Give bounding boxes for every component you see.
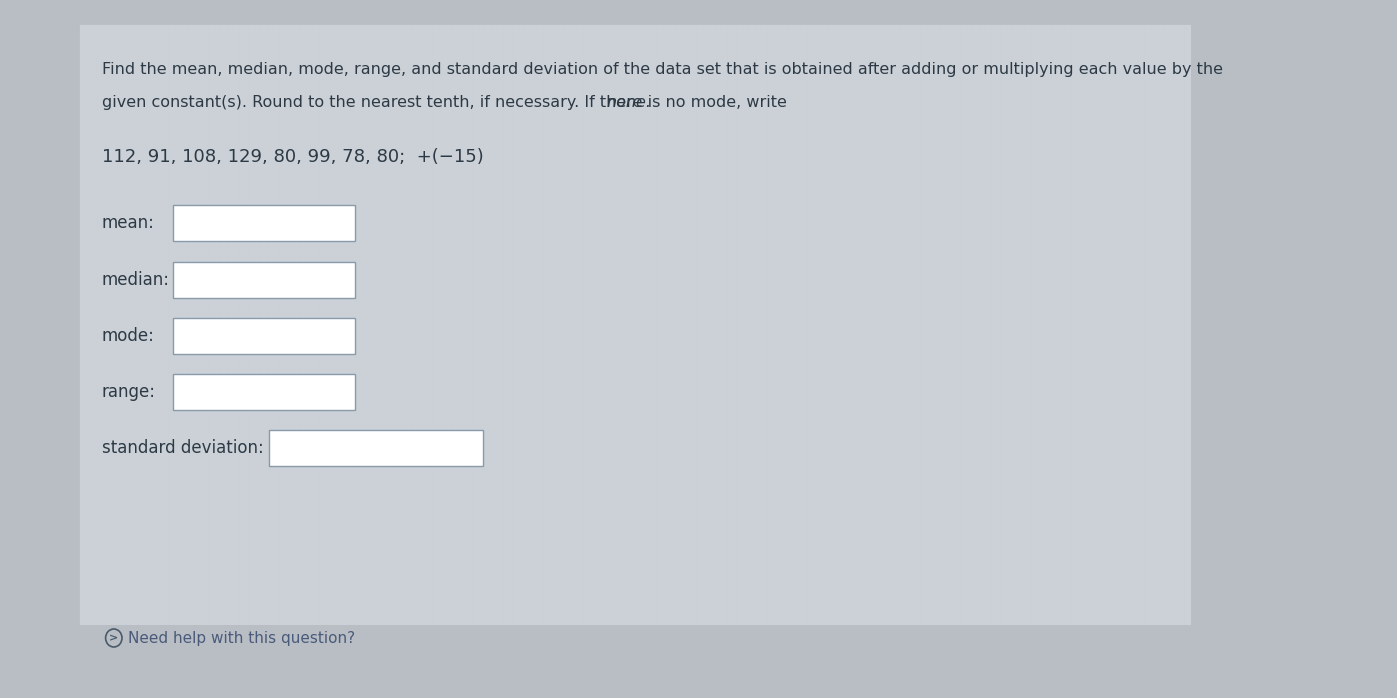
Text: given constant(s). Round to the nearest tenth, if necessary. If there is no mode: given constant(s). Round to the nearest … — [102, 95, 792, 110]
Text: 112, 91, 108, 129, 80, 99, 78, 80;  +(−15): 112, 91, 108, 129, 80, 99, 78, 80; +(−15… — [102, 148, 483, 166]
Text: range:: range: — [102, 383, 156, 401]
FancyBboxPatch shape — [80, 25, 1190, 625]
Text: mean:: mean: — [102, 214, 155, 232]
FancyBboxPatch shape — [173, 205, 355, 241]
FancyBboxPatch shape — [268, 430, 482, 466]
FancyBboxPatch shape — [173, 374, 355, 410]
FancyBboxPatch shape — [173, 318, 355, 354]
Text: standard deviation:: standard deviation: — [102, 439, 264, 457]
Text: mode:: mode: — [102, 327, 155, 345]
FancyBboxPatch shape — [173, 262, 355, 298]
Text: Find the mean, median, mode, range, and standard deviation of the data set that : Find the mean, median, mode, range, and … — [102, 62, 1222, 77]
Text: >: > — [109, 633, 119, 643]
Text: Need help with this question?: Need help with this question? — [129, 630, 355, 646]
Text: median:: median: — [102, 271, 170, 289]
Text: none.: none. — [606, 95, 652, 110]
